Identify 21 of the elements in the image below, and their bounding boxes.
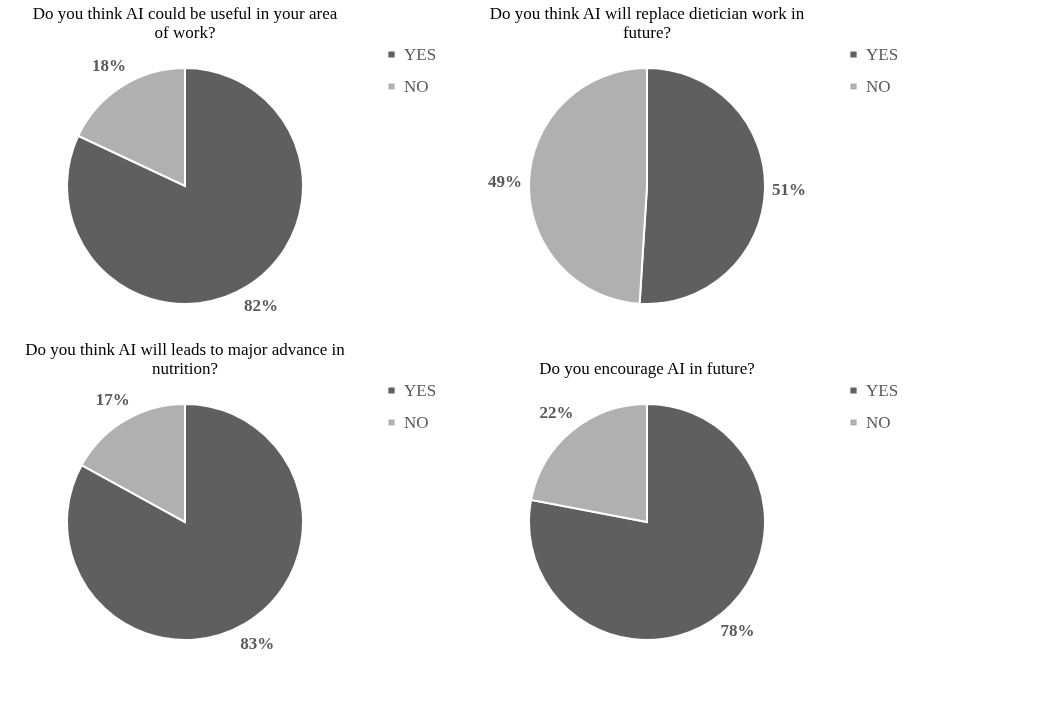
data-label: 22% xyxy=(539,402,574,422)
chart-title: Do you think AI will leads to major advance in nutrition? xyxy=(25,340,346,378)
legend-label: YES xyxy=(404,380,437,400)
legend-label: YES xyxy=(404,44,437,64)
legend-label: NO xyxy=(866,76,891,96)
chart-title: Do you think AI could be useful in your area of work? xyxy=(32,4,338,42)
data-label: 17% xyxy=(95,389,130,409)
chart-title: Do you think AI will replace dietician work in future? xyxy=(489,4,805,42)
data-label: 83% xyxy=(240,634,275,654)
legend-label: NO xyxy=(404,412,429,432)
data-label: 78% xyxy=(720,621,755,641)
legend-label: NO xyxy=(404,76,429,96)
data-label: 51% xyxy=(771,180,806,200)
legend-label: YES xyxy=(866,44,899,64)
data-label: 49% xyxy=(488,171,523,191)
pie-slice xyxy=(528,403,766,641)
data-label: 82% xyxy=(244,295,279,315)
data-label: 18% xyxy=(91,56,126,76)
chart-title: Do you encourage AI in future? xyxy=(539,359,755,378)
legend-label: YES xyxy=(866,380,899,400)
legend-label: NO xyxy=(866,412,891,432)
